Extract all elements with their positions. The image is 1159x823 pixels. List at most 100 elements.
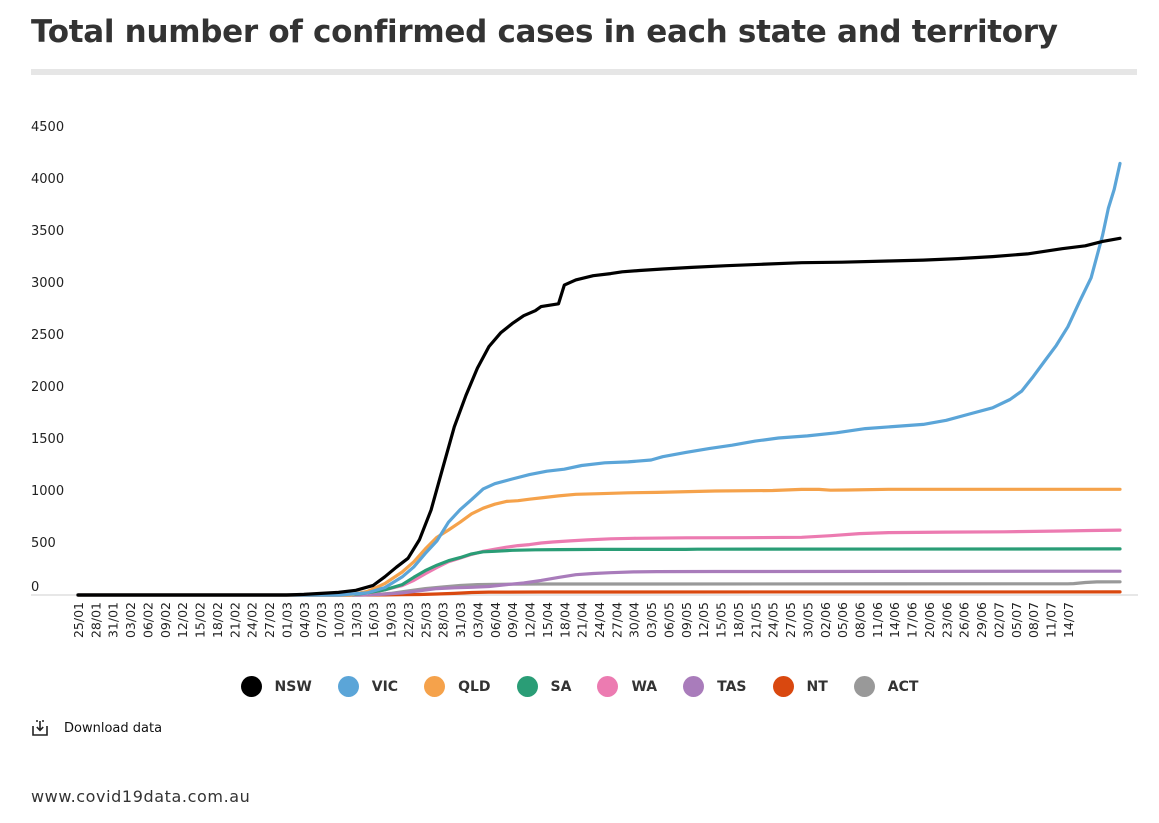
- legend-item-wa[interactable]: WA: [597, 676, 657, 697]
- x-tick-label: 28/03: [436, 602, 451, 638]
- y-tick-label: 3500: [31, 224, 64, 239]
- x-tick-label: 31/03: [453, 602, 468, 638]
- legend-swatch: [516, 676, 538, 697]
- legend-label: SA: [550, 678, 572, 695]
- x-tick-label: 15/05: [714, 602, 729, 638]
- legend-swatch: [424, 676, 446, 697]
- legend-swatch: [597, 676, 619, 697]
- x-tick-label: 13/03: [349, 602, 364, 638]
- y-tick-label: 1000: [31, 484, 64, 499]
- x-tick-label: 02/07: [991, 602, 1006, 638]
- x-tick-label: 09/04: [505, 602, 520, 638]
- x-tick-label: 31/01: [106, 602, 121, 638]
- x-tick-label: 21/04: [575, 602, 590, 638]
- legend-label: WA: [631, 678, 658, 695]
- x-tick-label: 09/05: [679, 602, 694, 638]
- x-tick-label: 10/03: [332, 602, 347, 638]
- legend-label: QLD: [458, 678, 491, 695]
- x-tick-label: 15/04: [540, 602, 555, 638]
- x-tick-label: 12/02: [175, 602, 190, 638]
- page-title: Total number of confirmed cases in each …: [31, 14, 1058, 50]
- legend-item-nsw[interactable]: NSW: [240, 676, 312, 697]
- x-tick-label: 16/03: [366, 602, 381, 638]
- chart-legend: NSW VIC QLD SA WA TAS NT ACT: [0, 676, 1159, 697]
- x-tick-label: 24/02: [245, 602, 260, 638]
- x-tick-label: 24/05: [766, 602, 781, 638]
- x-tick-label: 03/02: [123, 602, 138, 638]
- x-tick-label: 08/06: [853, 602, 868, 638]
- x-tick-label: 06/04: [488, 602, 503, 638]
- legend-swatch: [240, 676, 262, 697]
- legend-swatch: [772, 676, 794, 697]
- x-tick-label: 29/06: [974, 602, 989, 638]
- x-tick-label: 04/03: [297, 602, 312, 638]
- x-tick-label: 06/05: [661, 602, 676, 638]
- legend-label: NSW: [274, 678, 312, 695]
- x-tick-label: 22/03: [401, 602, 416, 638]
- series-line-tas: [76, 569, 1122, 597]
- legend-label: ACT: [887, 678, 919, 695]
- legend-label: NT: [806, 678, 828, 695]
- legend-swatch: [683, 676, 705, 697]
- legend-item-sa[interactable]: SA: [516, 676, 572, 697]
- series-line-wa: [76, 528, 1122, 597]
- legend-swatch: [337, 676, 359, 697]
- y-tick-label: 3000: [31, 276, 64, 291]
- download-icon: [32, 720, 48, 736]
- series-line-sa: [76, 547, 1122, 597]
- x-tick-label: 06/02: [140, 602, 155, 638]
- legend-item-vic[interactable]: VIC: [337, 676, 399, 697]
- x-tick-label: 12/04: [523, 602, 538, 638]
- x-tick-label: 08/07: [1026, 602, 1041, 638]
- x-tick-label: 21/05: [748, 602, 763, 638]
- y-tick-label: 0: [31, 580, 39, 595]
- download-data-label: Download data: [64, 720, 163, 736]
- y-tick-label: 4500: [31, 120, 64, 135]
- x-tick-label: 05/06: [835, 602, 850, 638]
- legend-swatch: [853, 676, 875, 697]
- x-tick-label: 30/04: [627, 602, 642, 638]
- x-tick-label: 01/03: [279, 602, 294, 638]
- legend-item-tas[interactable]: TAS: [683, 676, 747, 697]
- x-tick-label: 18/02: [210, 602, 225, 638]
- x-tick-label: 27/02: [262, 602, 277, 638]
- download-data-button[interactable]: Download data: [30, 718, 162, 738]
- x-tick-label: 25/01: [71, 602, 86, 638]
- source-url[interactable]: www.covid19data.com.au: [31, 787, 251, 806]
- y-tick-label: 2500: [31, 328, 64, 343]
- x-tick-label: 17/06: [905, 602, 920, 638]
- x-tick-label: 07/03: [314, 602, 329, 638]
- x-tick-label: 20/06: [922, 602, 937, 638]
- legend-label: TAS: [717, 678, 747, 695]
- legend-item-qld[interactable]: QLD: [424, 676, 491, 697]
- x-tick-label: 11/07: [1044, 602, 1059, 638]
- x-tick-label: 05/07: [1009, 602, 1024, 638]
- x-tick-label: 25/03: [418, 602, 433, 638]
- x-tick-label: 24/04: [592, 602, 607, 638]
- legend-label: VIC: [371, 678, 399, 695]
- x-tick-label: 15/02: [193, 602, 208, 638]
- x-tick-label: 23/06: [939, 602, 954, 638]
- x-tick-label: 28/01: [88, 602, 103, 638]
- y-tick-label: 4000: [31, 172, 64, 187]
- line-chart: 0 500 1000 1500 2000 2500 3000 3500 4000 4500 25/0…: [31, 120, 1138, 638]
- series-line-nsw: [76, 236, 1122, 597]
- x-tick-label: 19/03: [384, 602, 399, 638]
- x-tick-label: 18/04: [557, 602, 572, 638]
- x-tick-label: 11/06: [870, 602, 885, 638]
- x-tick-label: 30/05: [800, 602, 815, 638]
- x-tick-label: 03/05: [644, 602, 659, 638]
- title-divider: [31, 69, 1137, 75]
- y-tick-label: 500: [31, 536, 56, 551]
- legend-item-act[interactable]: ACT: [853, 676, 919, 697]
- x-tick-label: 09/02: [158, 602, 173, 638]
- series-line-qld: [76, 487, 1122, 597]
- x-tick-label: 26/06: [957, 602, 972, 638]
- x-tick-label: 27/05: [783, 602, 798, 638]
- series-line-vic: [76, 161, 1122, 597]
- x-tick-label: 14/07: [1061, 602, 1076, 638]
- y-tick-label: 1500: [31, 432, 64, 447]
- x-tick-label: 14/06: [887, 602, 902, 638]
- x-tick-label: 18/05: [731, 602, 746, 638]
- legend-item-nt[interactable]: NT: [772, 676, 828, 697]
